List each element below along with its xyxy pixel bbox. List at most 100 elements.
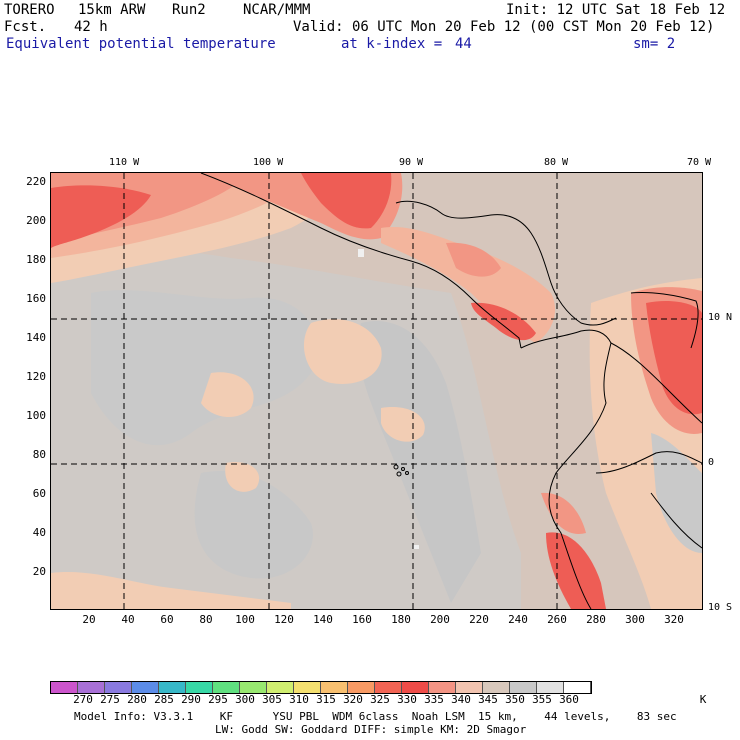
colorbar-label: 360	[559, 693, 579, 706]
physics-info: LW: Godd SW: Goddard DIFF: simple KM: 2D…	[215, 723, 527, 736]
colorbar-label: 280	[127, 693, 147, 706]
field-hot-peru-coast	[546, 532, 606, 609]
coastline-caribbean	[395, 200, 617, 326]
galapagos-island	[401, 467, 405, 471]
x-tick: 20	[82, 613, 96, 626]
lat-label-10n: 10 N	[708, 312, 733, 323]
colorbar	[50, 681, 592, 694]
field-hot-nw	[51, 185, 151, 248]
colorbar-label: 310	[289, 693, 309, 706]
colorbar-label: 330	[397, 693, 417, 706]
colorbar-label: 270	[73, 693, 93, 706]
colorbar-swatch	[483, 682, 510, 693]
colorbar-swatch	[456, 682, 483, 693]
field-hot-central-america	[446, 242, 501, 277]
forecast-hours: 42 h	[74, 19, 108, 35]
field-hot-andes-north	[646, 301, 702, 415]
field-name: Equivalent potential temperature	[6, 36, 276, 52]
x-tick: 280	[586, 613, 606, 626]
border-colombia	[610, 342, 702, 424]
latlon-grid	[51, 173, 702, 609]
colorbar-swatch	[348, 682, 375, 693]
x-tick: 40	[121, 613, 135, 626]
colorbar-swatch	[564, 682, 591, 693]
colorbar-swatch	[375, 682, 402, 693]
model-name: TORERO	[4, 2, 55, 18]
smoothing-label: sm= 2	[633, 36, 676, 52]
field-gray-amazon	[651, 433, 702, 553]
colorbar-swatch	[159, 682, 186, 693]
galapagos-island	[393, 464, 399, 470]
field-peach-patch	[201, 372, 254, 418]
galapagos-island	[405, 471, 409, 475]
border-peru-brazil	[650, 492, 702, 549]
colorbar-label: 335	[424, 693, 444, 706]
model-info: Model Info: V3.3.1 KF YSU PBL WDM 6class…	[74, 710, 677, 723]
colorbar-label: 345	[478, 693, 498, 706]
level-label: at k-index =	[341, 36, 443, 52]
colorbar-swatch	[105, 682, 132, 693]
lat-label-equator: 0	[708, 457, 715, 468]
x-tick: 120	[274, 613, 294, 626]
colorbar-label: 300	[235, 693, 255, 706]
forecast-label: Fcst.	[4, 19, 47, 35]
valid-time: Valid: 06 UTC Mon 20 Feb 12 (00 CST Mon …	[293, 19, 715, 35]
colorbar-swatch	[429, 682, 456, 693]
x-tick: 220	[469, 613, 489, 626]
theta-e-field	[51, 173, 702, 609]
lon-label-100w: 100 W	[253, 157, 284, 168]
x-tick: 300	[625, 613, 645, 626]
y-tick: 220	[26, 175, 46, 188]
lon-label-90w: 90 W	[399, 157, 424, 168]
x-tick: 180	[391, 613, 411, 626]
field-warm-ecuador	[541, 492, 586, 534]
y-tick: 140	[26, 331, 46, 344]
map-plot	[50, 172, 703, 610]
colorbar-swatch	[537, 682, 564, 693]
colorbar-swatch	[132, 682, 159, 693]
colorbar-label: 295	[208, 693, 228, 706]
x-tick: 140	[313, 613, 333, 626]
colorbar-label: 325	[370, 693, 390, 706]
colorbar-label: 285	[154, 693, 174, 706]
run-label: Run2	[172, 2, 206, 18]
colorbar-label: 315	[316, 693, 336, 706]
field-cold-spot	[413, 545, 419, 549]
y-tick: 40	[32, 526, 46, 539]
field-peach-band	[51, 571, 291, 609]
colorbar-swatch	[51, 682, 78, 693]
y-tick: 160	[26, 292, 46, 305]
x-tick: 60	[160, 613, 174, 626]
lat-label-10s: 10 S	[708, 602, 733, 613]
x-tick: 200	[430, 613, 450, 626]
y-tick: 120	[26, 370, 46, 383]
colorbar-swatch	[510, 682, 537, 693]
colorbar-swatch	[240, 682, 267, 693]
colorbar-swatch	[321, 682, 348, 693]
field-hot-coast	[301, 173, 392, 229]
colorbar-label: 355	[532, 693, 552, 706]
org-label: NCAR/MMM	[243, 2, 311, 18]
init-time: Init: 12 UTC Sat 18 Feb 12	[506, 2, 726, 18]
field-cold-spot	[358, 249, 364, 257]
colorbar-swatch	[213, 682, 240, 693]
colorbar-swatch	[186, 682, 213, 693]
coastline-south-america-west	[520, 329, 612, 609]
field-gray-patch	[91, 290, 318, 446]
colorbar-label: 350	[505, 693, 525, 706]
lon-label-110w: 110 W	[109, 157, 140, 168]
x-tick: 100	[235, 613, 255, 626]
field-peach-patch	[381, 407, 425, 442]
y-tick: 20	[32, 565, 46, 578]
y-tick: 180	[26, 253, 46, 266]
field-peach-patch	[225, 462, 260, 492]
y-tick: 100	[26, 409, 46, 422]
field-gray-patch	[194, 471, 313, 579]
colorbar-swatch	[402, 682, 429, 693]
colorbar-label: 275	[100, 693, 120, 706]
field-gray-patch	[358, 321, 481, 603]
field-peach-patch	[303, 319, 382, 384]
x-tick: 80	[199, 613, 213, 626]
x-tick: 240	[508, 613, 528, 626]
colorbar-unit: K	[699, 693, 707, 706]
